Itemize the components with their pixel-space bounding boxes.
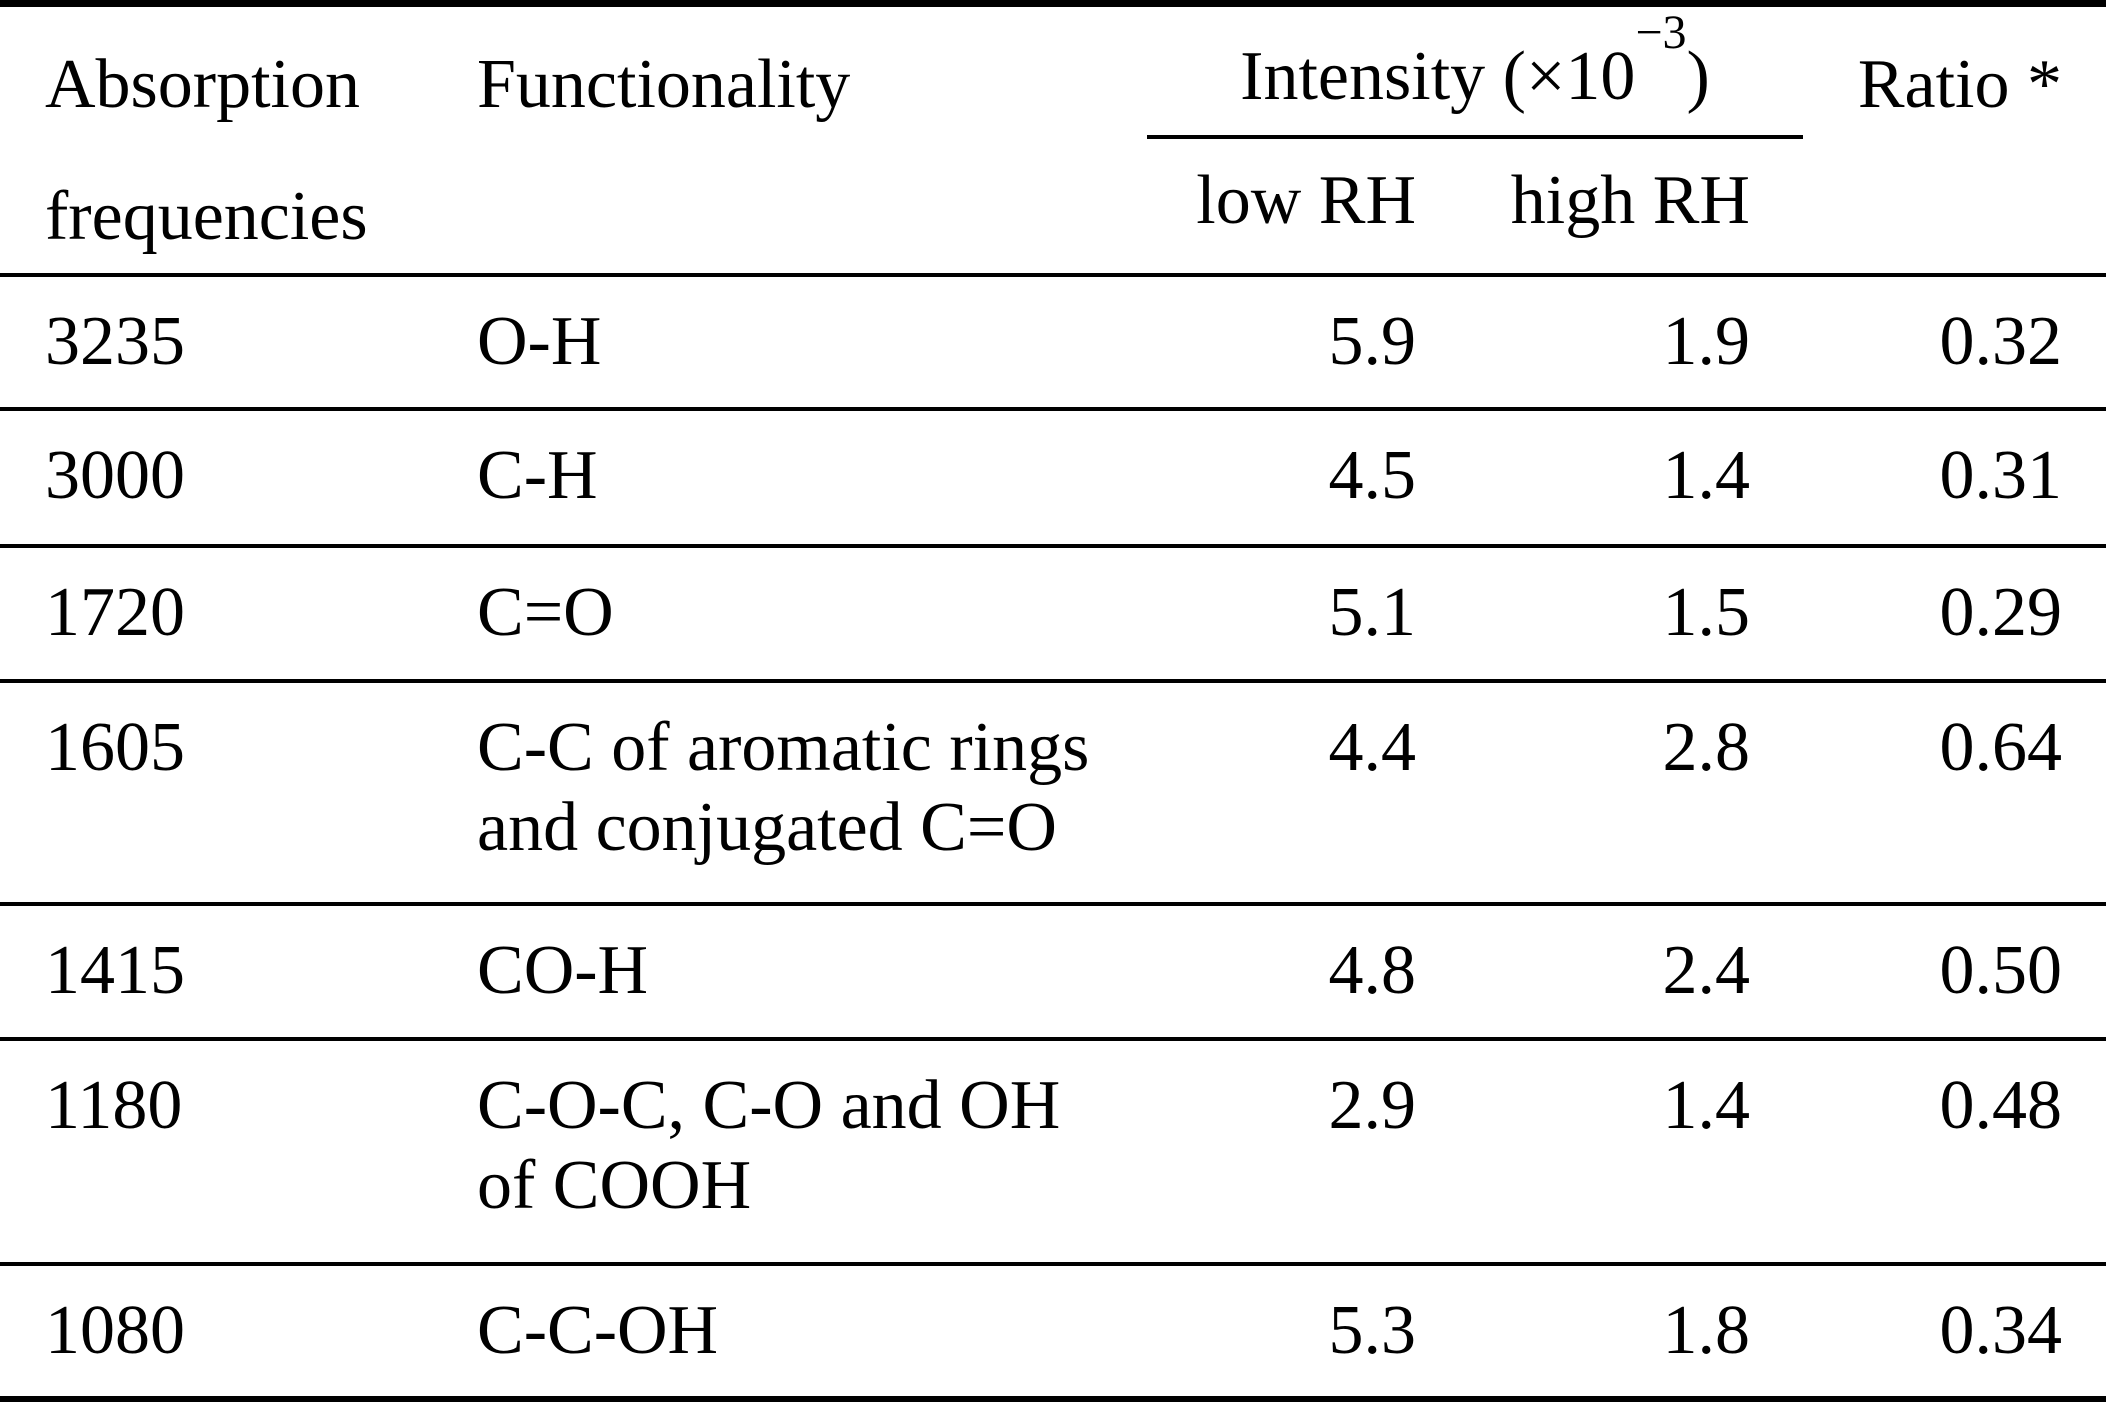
cell-frequency: 1605 xyxy=(45,709,185,786)
cell-intensity-low: 4.4 xyxy=(1328,709,1417,786)
cell-frequency: 3000 xyxy=(45,437,185,514)
cell-intensity-low: 5.1 xyxy=(1328,574,1417,651)
cell-intensity-high: 2.8 xyxy=(1662,709,1751,786)
functionality-line: of COOH xyxy=(477,1147,752,1224)
table-row: 1180 C-O-C, C-O and OH of COOH 2.9 1.4 0… xyxy=(0,1041,2106,1266)
cell-intensity-low: 5.9 xyxy=(1328,303,1417,380)
cell-ratio: 0.32 xyxy=(1939,303,2063,380)
cell-functionality: C-C-OH xyxy=(477,1266,1147,1396)
cell-functionality: C-H xyxy=(477,411,1147,544)
table-row: 3000 C-H 4.5 1.4 0.31 xyxy=(0,411,2106,548)
cell-ratio: 0.31 xyxy=(1939,437,2063,514)
cell-intensity-high: 1.5 xyxy=(1662,574,1751,651)
functionality-line: and conjugated C=O xyxy=(477,789,1057,866)
table-row: 1720 C=O 5.1 1.5 0.29 xyxy=(0,548,2106,683)
functionality-line: C-C-OH xyxy=(477,1292,719,1369)
cell-ratio: 0.50 xyxy=(1939,932,2063,1009)
header-functionality: Functionality xyxy=(477,46,851,123)
cell-ratio: 0.29 xyxy=(1939,574,2063,651)
table-row: 3235 O-H 5.9 1.9 0.32 xyxy=(0,277,2106,411)
cell-frequency: 1415 xyxy=(45,932,185,1009)
cell-frequency: 1720 xyxy=(45,574,185,651)
intensity-exponent: −3 xyxy=(1635,6,1687,60)
header-high-rh: high RH xyxy=(1510,162,1750,239)
cell-functionality: C-O-C, C-O and OH of COOH xyxy=(477,1041,1147,1262)
cell-functionality: CO-H xyxy=(477,906,1147,1037)
functionality-line: CO-H xyxy=(477,932,649,1009)
functionality-line: C-C of aromatic rings xyxy=(477,709,1090,786)
cell-intensity-high: 2.4 xyxy=(1662,932,1751,1009)
cell-functionality: C-C of aromatic rings and conjugated C=O xyxy=(477,683,1147,902)
cell-frequency: 1080 xyxy=(45,1292,185,1369)
cell-ratio: 0.34 xyxy=(1939,1292,2063,1369)
functionality-line: C-O-C, C-O and OH xyxy=(477,1067,1061,1144)
functionality-line: C-H xyxy=(477,437,598,514)
header-absorption-frequencies: Absorption frequencies xyxy=(0,7,477,283)
cell-frequency: 1180 xyxy=(45,1067,183,1144)
cell-intensity-high: 1.9 xyxy=(1662,303,1751,380)
cell-intensity-high: 1.4 xyxy=(1662,437,1751,514)
header-ratio: Ratio * xyxy=(1857,46,2062,123)
header-absorption-line1: Absorption xyxy=(45,46,360,123)
header-low-rh: low RH xyxy=(1196,162,1416,239)
functionality-line: C=O xyxy=(477,574,614,651)
cell-intensity-low: 2.9 xyxy=(1328,1067,1417,1144)
header-absorption-line2: frequencies xyxy=(45,178,368,255)
intensity-prefix: Intensity (×10 xyxy=(1240,38,1636,115)
cell-frequency: 3235 xyxy=(45,303,185,380)
table-row: 1605 C-C of aromatic rings and conjugate… xyxy=(0,683,2106,906)
header-intensity-group: Intensity (×10−3) low RH high RH xyxy=(1147,7,1803,283)
cell-functionality: O-H xyxy=(477,277,1147,407)
header-intensity-title: Intensity (×10−3) xyxy=(1147,7,1803,139)
cell-ratio: 0.48 xyxy=(1939,1067,2063,1144)
cell-intensity-low: 4.5 xyxy=(1328,437,1417,514)
cell-functionality: C=O xyxy=(477,548,1147,679)
table-header-row: Absorption frequencies Functionality Int… xyxy=(0,7,2106,277)
header-intensity-subcolumns: low RH high RH xyxy=(1147,161,1803,241)
cell-intensity-low: 5.3 xyxy=(1328,1292,1417,1369)
cell-intensity-low: 4.8 xyxy=(1328,932,1417,1009)
functionality-line: O-H xyxy=(477,303,602,380)
table-row: 1415 CO-H 4.8 2.4 0.50 xyxy=(0,906,2106,1041)
cell-intensity-high: 1.4 xyxy=(1662,1067,1751,1144)
table-row: 1080 C-C-OH 5.3 1.8 0.34 xyxy=(0,1266,2106,1396)
intensity-suffix: ) xyxy=(1686,38,1710,115)
cell-ratio: 0.64 xyxy=(1939,709,2063,786)
cell-intensity-high: 1.8 xyxy=(1662,1292,1751,1369)
